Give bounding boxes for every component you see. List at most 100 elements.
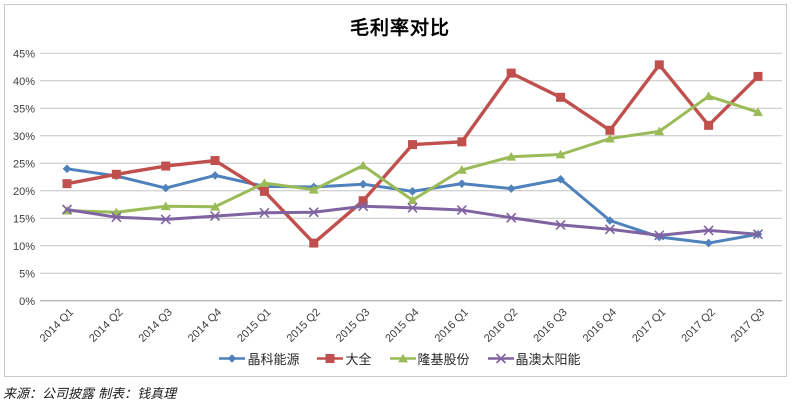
series-line-3 <box>66 204 759 237</box>
x-marker-icon <box>358 201 369 212</box>
x-marker-icon <box>407 202 418 213</box>
x-marker-icon <box>160 214 171 225</box>
legend-triangle-icon <box>389 353 416 363</box>
x-tick-label: 2016 Q2 <box>482 306 520 344</box>
x-tick-label: 2014 Q2 <box>87 306 125 344</box>
y-tick-label: 30% <box>13 131 35 143</box>
x-tick-label: 2014 Q1 <box>38 306 76 344</box>
square-marker-icon <box>704 120 714 130</box>
diamond-marker-icon <box>228 354 237 363</box>
legend-square-icon <box>317 354 344 363</box>
square-marker-icon <box>210 156 220 166</box>
diamond-marker-icon <box>408 187 417 196</box>
x-tick-label: 2016 Q4 <box>581 306 619 344</box>
x-tick-label: 2015 Q1 <box>235 306 273 344</box>
x-tick-label: 2014 Q4 <box>186 306 224 344</box>
diamond-marker-icon <box>556 174 565 184</box>
x-marker-icon <box>456 204 467 216</box>
square-marker-icon <box>111 169 121 179</box>
x-marker-icon <box>604 224 615 235</box>
x-marker-icon <box>61 204 73 215</box>
x-tick-label: 2017 Q3 <box>729 306 767 344</box>
legend-item-1: 大全 <box>317 349 372 368</box>
legend-label: 隆基股份 <box>417 352 470 367</box>
square-marker-icon <box>753 71 763 81</box>
diamond-marker-icon <box>506 184 516 193</box>
x-tick-label: 2016 Q1 <box>433 306 471 344</box>
legend-label: 晶澳太阳能 <box>515 352 581 367</box>
x-tick-label: 2015 Q2 <box>285 306 323 344</box>
diamond-marker-icon <box>161 183 171 193</box>
square-marker-icon <box>309 238 319 248</box>
x-tick-label: 2017 Q2 <box>679 306 717 344</box>
y-tick-label: 5% <box>19 268 35 280</box>
chart-title: 毛利率对比 <box>349 17 450 39</box>
triangle-marker-icon <box>604 133 615 143</box>
square-marker-icon <box>457 137 467 147</box>
square-marker-icon <box>161 161 171 171</box>
diamond-marker-icon <box>358 179 368 189</box>
square-marker-icon <box>605 125 615 135</box>
y-tick-label: 25% <box>13 158 35 170</box>
y-tick-label: 35% <box>13 103 35 115</box>
triangle-marker-icon <box>456 165 467 174</box>
x-marker-icon <box>210 211 221 222</box>
y-tick-label: 0% <box>19 296 35 308</box>
diamond-marker-icon <box>704 238 713 248</box>
square-marker-icon <box>654 60 664 70</box>
square-marker-icon <box>358 196 368 206</box>
diamond-marker-icon <box>210 171 220 180</box>
y-tick-label: 45% <box>13 48 35 60</box>
x-tick-label: 2016 Q3 <box>531 306 569 344</box>
square-marker-icon <box>325 354 335 363</box>
x-tick-label: 2017 Q1 <box>630 306 668 344</box>
square-marker-icon <box>556 92 566 102</box>
square-marker-icon <box>506 68 516 78</box>
x-tick-label: 2014 Q3 <box>137 306 175 344</box>
legend-item-3: 晶澳太阳能 <box>487 349 581 368</box>
triangle-marker-icon <box>210 201 221 211</box>
x-marker-icon <box>506 212 517 223</box>
triangle-marker-icon <box>397 353 408 363</box>
diamond-marker-icon <box>605 216 615 225</box>
triangle-marker-icon <box>753 107 763 117</box>
triangle-marker-icon <box>654 126 665 136</box>
triangle-marker-icon <box>407 195 418 205</box>
x-marker-icon <box>495 353 506 364</box>
x-marker-icon <box>654 230 665 241</box>
triangle-marker-icon <box>358 160 369 170</box>
triangle-marker-icon <box>160 201 171 211</box>
x-marker-icon <box>111 212 122 223</box>
square-marker-icon <box>408 140 417 150</box>
x-marker-icon <box>555 219 566 230</box>
diamond-marker-icon <box>457 179 467 188</box>
x-tick-label: 2015 Q3 <box>334 306 372 344</box>
y-tick-label: 10% <box>13 241 35 253</box>
square-marker-icon <box>62 179 72 189</box>
x-tick-label: 2015 Q4 <box>383 306 421 344</box>
triangle-marker-icon <box>555 149 566 159</box>
triangle-marker-icon <box>703 91 714 101</box>
y-tick-label: 20% <box>13 186 35 198</box>
x-marker-icon <box>703 225 714 236</box>
legend-item-0: 晶科能源 <box>219 349 299 368</box>
chart-legend: 晶科能源 大全 隆基股份 晶澳太阳能 <box>0 349 800 368</box>
legend-diamond-icon <box>219 354 246 363</box>
legend-label: 大全 <box>345 352 372 367</box>
square-marker-icon <box>259 186 269 196</box>
triangle-marker-icon <box>308 184 319 194</box>
x-marker-icon <box>259 207 270 218</box>
legend-item-2: 隆基股份 <box>389 349 470 368</box>
y-tick-label: 40% <box>13 76 35 88</box>
triangle-marker-icon <box>506 151 517 161</box>
y-tick-label: 15% <box>13 213 35 225</box>
legend-x-icon <box>487 353 514 364</box>
legend-label: 晶科能源 <box>247 352 300 367</box>
x-marker-icon <box>752 229 764 240</box>
triangle-marker-icon <box>259 178 270 187</box>
series-line-1 <box>66 63 760 245</box>
source-note: 来源：公司披露 制表：钱真理 <box>3 387 177 402</box>
diamond-marker-icon <box>62 164 72 174</box>
x-marker-icon <box>308 207 319 218</box>
